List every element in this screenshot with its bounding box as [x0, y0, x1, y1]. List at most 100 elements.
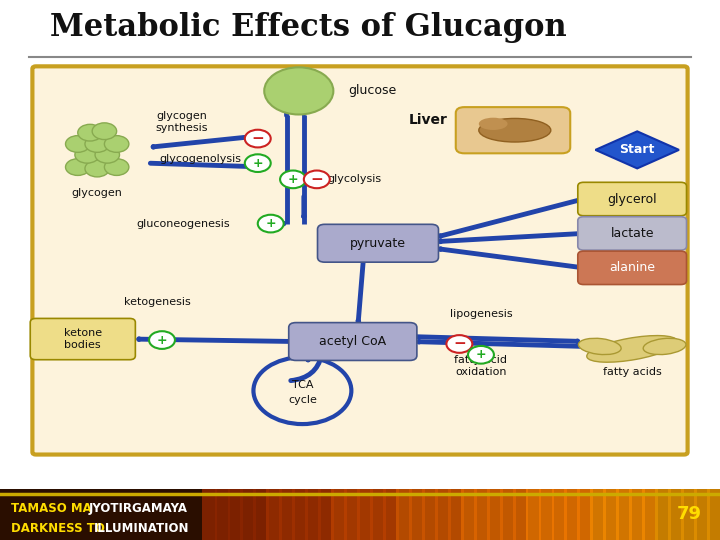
Bar	[435, 489, 451, 540]
Text: pyruvate: pyruvate	[350, 237, 406, 249]
Bar	[305, 489, 321, 540]
Circle shape	[304, 171, 330, 188]
Text: acetyl CoA: acetyl CoA	[319, 335, 387, 348]
Bar	[642, 489, 658, 540]
Bar	[539, 489, 554, 540]
Circle shape	[245, 154, 271, 172]
Circle shape	[92, 123, 117, 139]
Bar	[240, 489, 256, 540]
Circle shape	[85, 160, 109, 177]
Bar	[590, 489, 606, 540]
Text: +: +	[253, 157, 263, 170]
Circle shape	[258, 215, 284, 232]
Ellipse shape	[587, 335, 678, 362]
Bar	[357, 489, 373, 540]
Text: glucose: glucose	[348, 84, 396, 97]
Bar	[370, 489, 386, 540]
Text: Start: Start	[619, 144, 655, 157]
Text: JYOTIRGAMAYA: JYOTIRGAMAYA	[89, 502, 187, 515]
Bar	[409, 489, 425, 540]
Bar	[383, 489, 399, 540]
Text: +: +	[266, 217, 276, 230]
Text: −: −	[310, 172, 323, 187]
Bar	[266, 489, 282, 540]
Circle shape	[468, 346, 494, 363]
FancyBboxPatch shape	[289, 322, 417, 360]
Bar	[707, 489, 720, 540]
FancyBboxPatch shape	[577, 217, 687, 250]
Text: −: −	[251, 131, 264, 146]
Bar	[681, 489, 697, 540]
Text: glycogen: glycogen	[72, 188, 122, 198]
FancyBboxPatch shape	[30, 319, 135, 360]
Bar	[487, 489, 503, 540]
Text: glycolysis: glycolysis	[328, 174, 382, 184]
Circle shape	[446, 335, 472, 353]
Bar	[668, 489, 684, 540]
Bar	[629, 489, 645, 540]
Text: lactate: lactate	[611, 227, 654, 240]
Bar	[292, 489, 308, 540]
Bar	[603, 489, 619, 540]
Bar	[616, 489, 632, 540]
Bar	[228, 489, 243, 540]
Circle shape	[264, 68, 333, 114]
Circle shape	[66, 136, 90, 152]
Circle shape	[95, 146, 120, 163]
Bar	[215, 489, 230, 540]
Text: fatty acid
oxidation: fatty acid oxidation	[454, 355, 508, 377]
FancyBboxPatch shape	[32, 66, 688, 455]
Circle shape	[75, 146, 99, 163]
Circle shape	[104, 136, 129, 152]
Text: TCA: TCA	[292, 380, 313, 390]
Bar	[253, 489, 269, 540]
Text: 79: 79	[677, 505, 702, 523]
Bar	[461, 489, 477, 540]
Text: Metabolic Effects of Glucagon: Metabolic Effects of Glucagon	[50, 12, 567, 43]
Text: ILLUMINATION: ILLUMINATION	[94, 522, 189, 535]
Bar	[474, 489, 490, 540]
FancyBboxPatch shape	[318, 224, 438, 262]
Circle shape	[245, 130, 271, 147]
Circle shape	[78, 124, 102, 141]
Ellipse shape	[643, 338, 686, 355]
Text: TAMASO MA: TAMASO MA	[11, 502, 96, 515]
Polygon shape	[595, 131, 679, 168]
Bar	[564, 489, 580, 540]
Circle shape	[149, 331, 175, 349]
Bar	[655, 489, 671, 540]
Bar	[513, 489, 528, 540]
Text: ketone
bodies: ketone bodies	[64, 328, 102, 350]
Bar	[344, 489, 360, 540]
Circle shape	[85, 136, 109, 152]
Circle shape	[280, 171, 306, 188]
Text: cycle: cycle	[288, 395, 317, 406]
Ellipse shape	[578, 338, 621, 355]
Bar	[577, 489, 593, 540]
Circle shape	[66, 159, 90, 176]
Bar	[331, 489, 347, 540]
Text: +: +	[476, 348, 486, 361]
Circle shape	[104, 159, 129, 176]
Text: lipogenesis: lipogenesis	[450, 309, 512, 320]
Bar	[526, 489, 541, 540]
Bar	[279, 489, 295, 540]
Bar	[396, 489, 412, 540]
Ellipse shape	[479, 118, 551, 142]
Text: Liver: Liver	[409, 113, 448, 127]
Text: DARKNESS TO: DARKNESS TO	[11, 522, 109, 535]
FancyBboxPatch shape	[456, 107, 570, 153]
FancyBboxPatch shape	[577, 183, 687, 215]
Text: glycogenolysis: glycogenolysis	[159, 154, 241, 164]
Text: ketogenesis: ketogenesis	[124, 297, 190, 307]
Text: alanine: alanine	[609, 261, 655, 274]
FancyBboxPatch shape	[577, 251, 687, 285]
Bar	[552, 489, 567, 540]
Bar	[318, 489, 334, 540]
Text: +: +	[157, 334, 167, 347]
Text: fatty acids: fatty acids	[603, 368, 662, 377]
Bar	[422, 489, 438, 540]
Text: glycogen
synthesis: glycogen synthesis	[156, 111, 207, 133]
Bar	[448, 489, 464, 540]
Text: −: −	[453, 336, 466, 352]
